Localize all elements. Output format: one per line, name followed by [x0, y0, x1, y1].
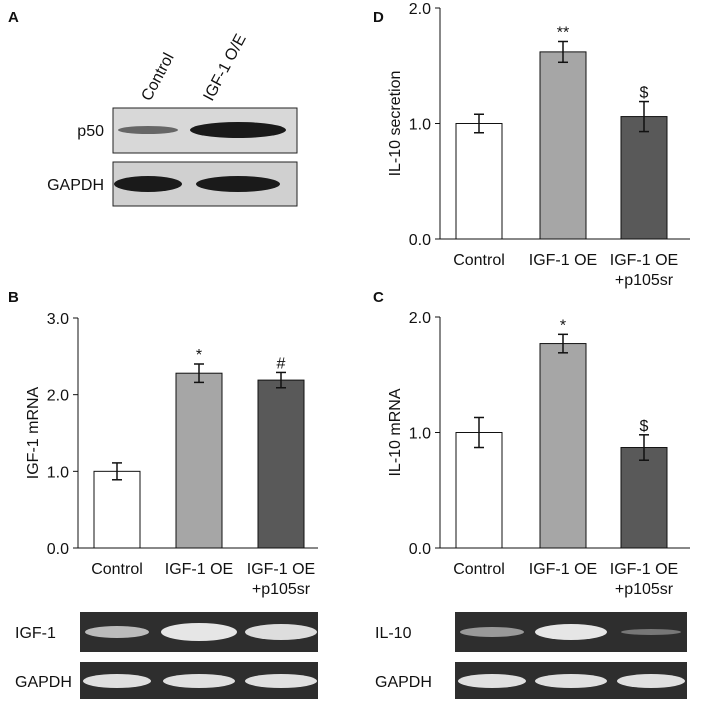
y-tick-label: 2.0 [47, 388, 69, 405]
x-tick-label: Control [453, 561, 505, 578]
x-tick-label: IGF-1 OE [529, 252, 597, 269]
bar [175, 372, 223, 549]
error-bar [276, 371, 286, 389]
y-tick-label: 0.0 [47, 541, 69, 558]
bar [620, 116, 668, 240]
y-tick-label: 3.0 [47, 311, 69, 328]
error-bar [194, 363, 204, 384]
row-label: GAPDH [375, 674, 432, 691]
gel-band [621, 629, 681, 635]
y-axis-title: IL-10 secretion [387, 71, 404, 177]
x-tick-line: Control [453, 252, 505, 269]
lane-label: Control [139, 50, 178, 104]
error-bar [474, 416, 484, 449]
significance-mark: $ [640, 85, 649, 102]
row-label: GAPDH [47, 177, 104, 194]
x-tick-line: IGF-1 OE [610, 252, 678, 269]
x-tick-label: IGF-1 OE +p105sr [610, 561, 678, 598]
blot-band [196, 176, 280, 192]
significance-mark: ** [557, 24, 569, 41]
x-tick-label: IGF-1 OE +p105sr [610, 252, 678, 289]
gel-band [161, 623, 237, 641]
gel-band [458, 674, 526, 688]
panel-label: B [8, 289, 19, 306]
error-bar [474, 113, 484, 134]
y-axis-title: IGF-1 mRNA [25, 386, 42, 479]
x-tick-line: IGF-1 OE [165, 561, 233, 578]
bar [93, 470, 141, 549]
gel-band [245, 674, 317, 688]
x-tick-label: IGF-1 OE [165, 561, 233, 578]
gel-band [460, 627, 524, 637]
gel-band [85, 626, 149, 638]
significance-mark: $ [640, 418, 649, 435]
y-tick-label: 1.0 [409, 426, 431, 443]
row-label: GAPDH [15, 674, 72, 691]
x-tick-line: IGF-1 OE [529, 252, 597, 269]
error-bar [639, 100, 649, 133]
x-tick-line: +p105sr [252, 581, 311, 598]
y-tick-label: 2.0 [409, 310, 431, 327]
significance-mark: # [277, 355, 286, 372]
gel-band [83, 674, 151, 688]
panel-label: C [373, 289, 384, 306]
x-tick-label: IGF-1 OE [529, 561, 597, 578]
x-tick-line: Control [91, 561, 143, 578]
gel-band [245, 624, 317, 640]
gel-band [617, 674, 685, 688]
y-tick-label: 0.0 [409, 232, 431, 249]
bar [620, 447, 668, 549]
x-tick-line: IGF-1 OE [610, 561, 678, 578]
x-tick-line: IGF-1 OE [247, 561, 315, 578]
x-tick-line: Control [453, 561, 505, 578]
bar [257, 379, 305, 549]
lane-label: IGF-1 O/E [201, 32, 250, 104]
blot-band [118, 126, 178, 134]
significance-mark: * [560, 317, 566, 334]
y-tick-label: 0.0 [409, 541, 431, 558]
x-tick-label: Control [453, 252, 505, 269]
x-tick-line: +p105sr [615, 272, 674, 289]
bar [455, 123, 503, 240]
y-axis-title: IL-10 mRNA [387, 388, 404, 476]
error-bar [558, 333, 568, 354]
blot-band [114, 176, 182, 192]
y-tick-label: 1.0 [47, 464, 69, 481]
blot-band [190, 122, 286, 138]
bar [539, 343, 587, 549]
panel-label: A [8, 9, 19, 26]
row-label: p50 [77, 123, 104, 140]
bar [539, 51, 587, 240]
bar [455, 432, 503, 549]
error-bar [558, 40, 568, 64]
x-tick-label: IGF-1 OE +p105sr [247, 561, 315, 598]
x-tick-line: IGF-1 OE [529, 561, 597, 578]
significance-mark: * [196, 347, 202, 364]
gel-band [535, 674, 607, 688]
gel-band [163, 674, 235, 688]
error-bar [112, 462, 122, 481]
panel-label: D [373, 9, 384, 26]
row-label: IL-10 [375, 625, 412, 642]
y-tick-label: 1.0 [409, 117, 431, 134]
y-tick-label: 2.0 [409, 1, 431, 18]
gel-band [535, 624, 607, 640]
x-tick-label: Control [91, 561, 143, 578]
row-label: IGF-1 [15, 625, 56, 642]
error-bar [639, 434, 649, 461]
x-tick-line: +p105sr [615, 581, 674, 598]
